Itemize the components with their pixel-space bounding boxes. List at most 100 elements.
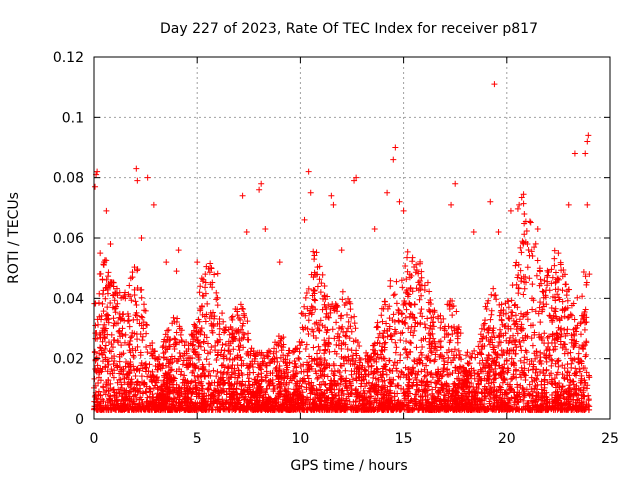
data-point — [552, 313, 559, 320]
data-point — [490, 376, 497, 383]
data-point — [428, 343, 435, 350]
data-point — [557, 333, 564, 340]
data-point — [412, 391, 419, 398]
data-point — [202, 284, 209, 291]
data-point — [349, 355, 356, 362]
data-point — [518, 249, 525, 256]
data-point — [95, 299, 102, 306]
data-point — [201, 331, 208, 338]
data-point — [360, 401, 367, 408]
data-point — [324, 326, 331, 333]
data-point — [110, 291, 117, 298]
data-point — [575, 350, 582, 357]
data-point — [97, 344, 104, 351]
data-point — [169, 320, 176, 327]
data-point — [533, 366, 540, 373]
data-point — [179, 338, 186, 345]
data-point — [366, 389, 373, 396]
data-point — [474, 378, 481, 385]
data-point — [543, 394, 550, 401]
data-point — [563, 281, 570, 288]
data-point — [491, 384, 498, 391]
data-point — [274, 358, 281, 365]
data-point — [199, 386, 206, 393]
data-point — [434, 371, 441, 378]
data-point — [336, 395, 343, 402]
data-point — [577, 331, 584, 338]
data-point — [116, 329, 123, 336]
data-point — [97, 392, 104, 399]
data-point — [368, 393, 375, 400]
data-point — [407, 329, 414, 336]
data-point — [215, 398, 222, 405]
data-point — [564, 314, 571, 321]
data-point — [239, 322, 246, 329]
data-point — [310, 286, 317, 293]
data-point — [137, 286, 144, 293]
data-point — [348, 314, 355, 321]
data-point — [528, 358, 535, 365]
data-point — [309, 292, 316, 299]
data-point — [421, 366, 428, 373]
data-point — [296, 348, 303, 355]
data-point — [308, 385, 315, 392]
data-point — [555, 286, 562, 293]
data-point — [126, 341, 133, 348]
data-point — [564, 304, 571, 311]
data-point — [265, 347, 272, 354]
data-point — [382, 366, 389, 373]
data-point — [543, 287, 550, 294]
data-point — [314, 264, 321, 271]
data-point — [122, 331, 129, 338]
data-point — [183, 339, 190, 346]
data-point — [471, 387, 478, 394]
data-point — [379, 368, 386, 375]
data-point — [227, 382, 234, 389]
data-point — [313, 271, 320, 278]
data-point — [99, 366, 106, 373]
data-point — [210, 387, 217, 394]
data-point — [279, 374, 286, 381]
data-point — [151, 355, 158, 362]
data-point — [472, 354, 479, 361]
data-point — [111, 336, 118, 343]
data-point — [134, 343, 141, 350]
data-point — [259, 403, 266, 410]
data-point — [225, 406, 232, 413]
data-point — [465, 396, 472, 403]
data-point — [178, 327, 185, 334]
data-point — [485, 297, 492, 304]
data-point — [245, 330, 252, 337]
data-point — [570, 343, 577, 350]
data-point — [532, 355, 539, 362]
data-point — [132, 373, 139, 380]
data-point — [374, 319, 381, 326]
data-point — [524, 264, 531, 271]
data-point — [345, 325, 352, 332]
data-point — [405, 325, 412, 332]
data-point — [393, 328, 400, 335]
data-point — [195, 343, 202, 350]
data-point — [357, 383, 364, 390]
data-point — [202, 290, 209, 297]
data-point — [239, 192, 246, 199]
data-point — [496, 383, 503, 390]
data-point — [128, 380, 135, 387]
data-point — [316, 356, 323, 363]
data-point — [144, 322, 151, 329]
chart-title: Day 227 of 2023, Rate Of TEC Index for r… — [160, 21, 538, 37]
data-point — [379, 332, 386, 339]
data-point — [477, 338, 484, 345]
data-point — [408, 340, 415, 347]
data-point — [522, 391, 529, 398]
data-point — [220, 353, 227, 360]
data-point — [265, 378, 272, 385]
data-point — [130, 363, 137, 370]
data-point — [378, 355, 385, 362]
data-point — [166, 343, 172, 350]
data-point — [132, 298, 139, 305]
data-point — [165, 394, 172, 401]
data-point — [548, 266, 555, 273]
data-point — [158, 383, 165, 390]
data-point — [352, 387, 359, 394]
